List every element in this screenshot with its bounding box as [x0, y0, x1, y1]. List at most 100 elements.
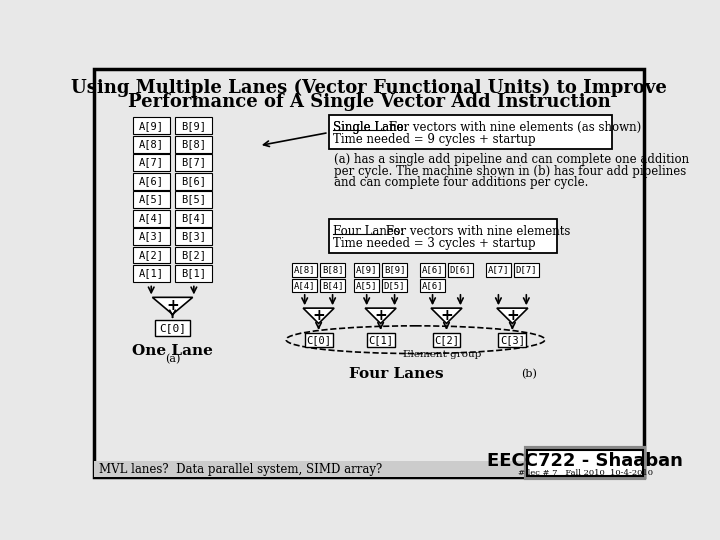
Polygon shape: [497, 308, 528, 323]
Bar: [132, 247, 170, 264]
Text: For vectors with nine elements: For vectors with nine elements: [382, 225, 570, 238]
Text: B[1]: B[1]: [181, 268, 207, 279]
Text: D[5]: D[5]: [384, 281, 405, 290]
Text: A[4]: A[4]: [294, 281, 315, 290]
Bar: [448, 264, 473, 276]
Text: (a) has a single add pipeline and can complete one addition: (a) has a single add pipeline and can co…: [334, 153, 689, 166]
Bar: [132, 173, 170, 190]
Bar: [132, 228, 170, 245]
Bar: [292, 264, 317, 276]
Bar: [175, 154, 212, 171]
Text: D[6]: D[6]: [450, 266, 471, 274]
Bar: [175, 173, 212, 190]
Text: and can complete four additions per cycle.: and can complete four additions per cycl…: [334, 177, 588, 190]
Text: Single Lane:: Single Lane:: [333, 121, 408, 134]
Text: MVL lanes?  Data parallel system, SIMD array?: MVL lanes? Data parallel system, SIMD ar…: [99, 463, 382, 476]
Text: Using Multiple Lanes (Vector Functional Units) to Improve: Using Multiple Lanes (Vector Functional …: [71, 79, 667, 97]
Text: C[0]: C[0]: [159, 323, 186, 333]
Text: A[7]: A[7]: [487, 266, 509, 274]
Bar: [132, 210, 170, 226]
Text: For vectors with nine elements (as shown): For vectors with nine elements (as shown…: [385, 121, 642, 134]
Polygon shape: [365, 308, 396, 323]
Bar: [175, 228, 212, 245]
Bar: [498, 333, 526, 347]
Text: A[4]: A[4]: [139, 213, 163, 223]
Text: B[4]: B[4]: [181, 213, 207, 223]
Text: A[1]: A[1]: [139, 268, 163, 279]
Text: A[2]: A[2]: [139, 250, 163, 260]
Bar: [132, 136, 170, 153]
Text: Element group: Element group: [403, 350, 482, 360]
Bar: [175, 210, 212, 226]
Bar: [366, 333, 395, 347]
Text: B[8]: B[8]: [181, 139, 207, 149]
Text: B[9]: B[9]: [181, 120, 207, 131]
Text: C[3]: C[3]: [500, 335, 525, 345]
Bar: [433, 333, 461, 347]
Text: B[5]: B[5]: [181, 194, 207, 205]
Bar: [292, 279, 317, 292]
Text: A[9]: A[9]: [356, 266, 377, 274]
Text: +: +: [374, 308, 387, 323]
Text: +: +: [506, 308, 518, 323]
Bar: [420, 279, 445, 292]
Text: per cycle. The machine shown in (b) has four add pipelines: per cycle. The machine shown in (b) has …: [334, 165, 686, 178]
Bar: [514, 264, 539, 276]
Text: EECC722 - Shaaban: EECC722 - Shaaban: [487, 453, 683, 470]
Text: A[6]: A[6]: [139, 176, 163, 186]
Text: A[9]: A[9]: [139, 120, 163, 131]
Text: A[6]: A[6]: [422, 266, 444, 274]
Bar: [354, 264, 379, 276]
Bar: [175, 191, 212, 208]
Bar: [382, 279, 407, 292]
Text: +: +: [440, 308, 453, 323]
Bar: [527, 450, 642, 476]
Polygon shape: [153, 298, 193, 314]
Polygon shape: [431, 308, 462, 323]
Text: (a): (a): [165, 354, 180, 364]
Text: # lec # 7   Fall 2010  10-4-2010: # lec # 7 Fall 2010 10-4-2010: [518, 469, 653, 477]
Text: +: +: [166, 298, 179, 313]
Text: Single Lane:: Single Lane:: [333, 121, 408, 134]
Text: A[5]: A[5]: [139, 194, 163, 205]
Text: Time needed = 9 cycles + startup: Time needed = 9 cycles + startup: [333, 133, 536, 146]
Bar: [320, 264, 345, 276]
Bar: [486, 264, 510, 276]
Text: Four Lanes: Four Lanes: [348, 367, 444, 381]
Bar: [382, 264, 407, 276]
Bar: [320, 279, 345, 292]
Bar: [175, 247, 212, 264]
Text: B[6]: B[6]: [181, 176, 207, 186]
Text: D[7]: D[7]: [516, 266, 537, 274]
Text: Performance of A Single Vector Add Instruction: Performance of A Single Vector Add Instr…: [127, 92, 611, 111]
Text: Time needed = 3 cycles + startup: Time needed = 3 cycles + startup: [333, 237, 536, 250]
Bar: [94, 461, 524, 477]
Bar: [420, 264, 445, 276]
Text: B[2]: B[2]: [181, 250, 207, 260]
Text: A[5]: A[5]: [356, 281, 377, 290]
Text: C[0]: C[0]: [306, 335, 331, 345]
Text: A[6]: A[6]: [422, 281, 444, 290]
Text: B[4]: B[4]: [322, 281, 343, 290]
Bar: [175, 265, 212, 282]
Text: A[7]: A[7]: [139, 158, 163, 167]
Bar: [155, 320, 190, 336]
Bar: [132, 191, 170, 208]
Text: One Lane: One Lane: [132, 343, 213, 357]
Text: +: +: [312, 308, 325, 323]
Text: (b): (b): [521, 369, 537, 379]
Bar: [175, 117, 212, 134]
Polygon shape: [303, 308, 334, 323]
Bar: [132, 154, 170, 171]
Bar: [132, 265, 170, 282]
Bar: [329, 115, 611, 148]
Text: B[8]: B[8]: [322, 266, 343, 274]
Text: B[3]: B[3]: [181, 232, 207, 241]
Text: A[8]: A[8]: [139, 139, 163, 149]
Bar: [329, 219, 557, 253]
Text: Four Lanes:: Four Lanes:: [333, 225, 404, 238]
Text: B[7]: B[7]: [181, 158, 207, 167]
Text: A[3]: A[3]: [139, 232, 163, 241]
Bar: [305, 333, 333, 347]
Bar: [132, 117, 170, 134]
